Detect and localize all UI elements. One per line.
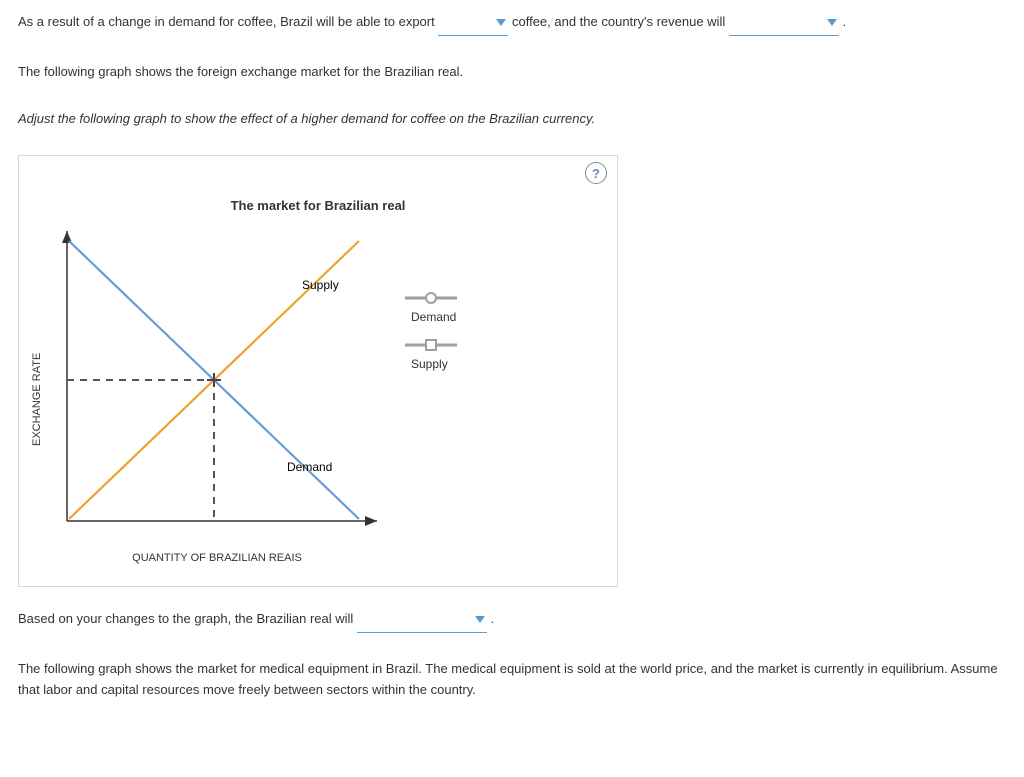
dropdown-currency-effect[interactable] [357, 609, 487, 633]
chart-legend: Demand Supply [387, 221, 609, 578]
legend-supply-label: Supply [411, 357, 599, 371]
question-paragraph-2: Based on your changes to the graph, the … [18, 609, 1006, 633]
text-fragment: coffee, and the country's revenue will [512, 14, 729, 29]
y-axis-label: EXCHANGE RATE [27, 221, 47, 578]
chart-plot[interactable]: Supply Demand QUANTITY OF BRAZILIAN REAIS [47, 221, 387, 578]
instruction-paragraph: Adjust the following graph to show the e… [18, 109, 1006, 130]
legend-demand-icon [403, 291, 459, 305]
svg-text:Demand: Demand [287, 460, 332, 474]
x-axis-label: QUANTITY OF BRAZILIAN REAIS [47, 552, 387, 564]
chevron-down-icon [496, 19, 506, 26]
legend-item-demand[interactable]: Demand [403, 291, 599, 324]
chart-svg[interactable]: Supply Demand [47, 221, 387, 541]
chart-title: The market for Brazilian real [27, 198, 609, 213]
chevron-down-icon [827, 19, 837, 26]
intro-paragraph: The following graph shows the foreign ex… [18, 62, 1006, 83]
dropdown-export-amount[interactable] [438, 12, 508, 36]
legend-demand-label: Demand [411, 310, 599, 324]
legend-item-supply[interactable]: Supply [403, 338, 599, 371]
help-button[interactable]: ? [585, 162, 607, 184]
text-fragment: . [491, 611, 495, 626]
chevron-down-icon [475, 616, 485, 623]
help-icon: ? [592, 166, 600, 181]
graph-panel: ? The market for Brazilian real EXCHANGE… [18, 155, 618, 587]
text-fragment: As a result of a change in demand for co… [18, 14, 438, 29]
text-fragment: Based on your changes to the graph, the … [18, 611, 357, 626]
svg-text:Supply: Supply [302, 278, 339, 292]
dropdown-revenue-change[interactable] [729, 12, 839, 36]
legend-supply-icon [403, 338, 459, 352]
next-section-paragraph: The following graph shows the market for… [18, 659, 1006, 701]
text-fragment: . [842, 14, 846, 29]
question-paragraph-1: As a result of a change in demand for co… [18, 12, 1006, 36]
